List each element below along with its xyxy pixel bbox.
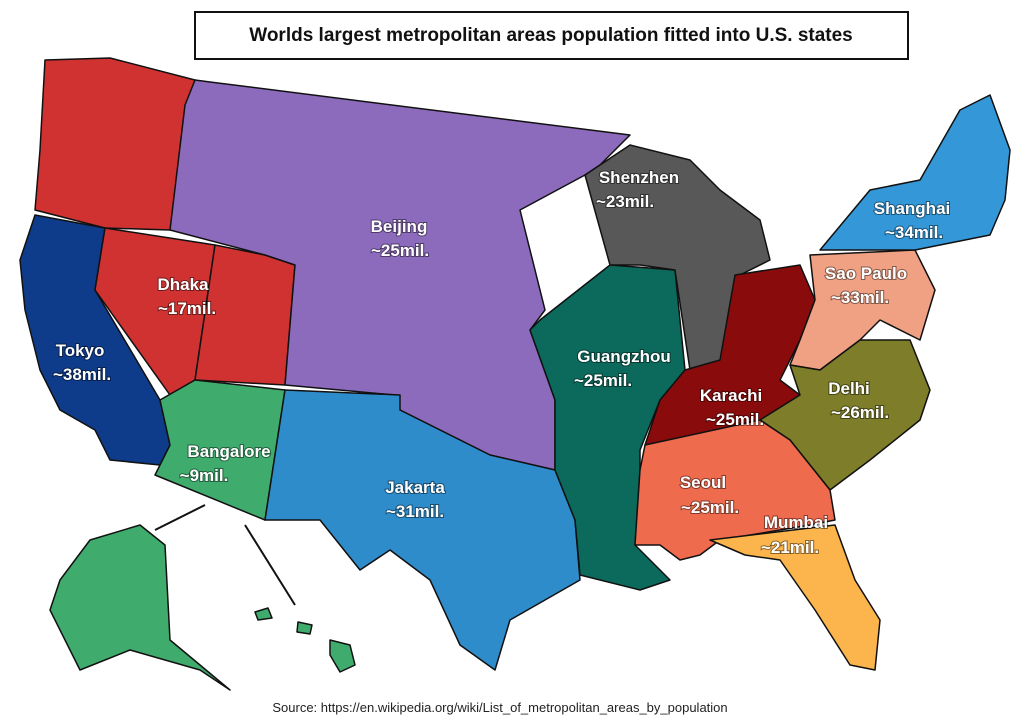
city-label: Shanghai [874, 199, 951, 218]
city-label: Dhaka [157, 275, 209, 294]
population-label: ~34mil. [885, 223, 943, 242]
population-label: ~38mil. [53, 365, 111, 384]
city-label: Beijing [371, 217, 428, 236]
region-shape [296, 621, 313, 635]
title-box [194, 11, 909, 60]
region-shape [759, 339, 931, 491]
city-label: Jakarta [385, 478, 445, 497]
title: Worlds largest metropolitan areas popula… [249, 25, 853, 46]
regions [19, 57, 1011, 691]
city-label: Sao Paulo [825, 264, 907, 283]
population-label: ~9mil. [180, 466, 229, 485]
city-label: Seoul [680, 473, 726, 492]
region-shape [34, 57, 196, 231]
inset-line [244, 524, 296, 606]
city-label: Delhi [828, 379, 870, 398]
population-label: ~25mil. [574, 371, 632, 390]
population-label: ~26mil. [831, 403, 889, 422]
region-shape [329, 639, 356, 673]
region-shape [254, 607, 273, 621]
city-label: Mumbai [764, 513, 828, 532]
city-label: Karachi [700, 386, 762, 405]
city-label: Bangalore [187, 442, 270, 461]
city-label: Guangzhou [577, 347, 670, 366]
population-label: ~25mil. [706, 410, 764, 429]
city-label: Shenzhen [599, 168, 679, 187]
population-label: ~21mil. [761, 538, 819, 557]
region-shape [709, 524, 881, 671]
population-label: ~25mil. [371, 241, 429, 260]
population-label: ~25mil. [681, 498, 739, 517]
population-label: ~31mil. [386, 502, 444, 521]
population-label: ~33mil. [831, 288, 889, 307]
source: Source: https://en.wikipedia.org/wiki/Li… [272, 700, 727, 715]
population-label: ~17mil. [158, 299, 216, 318]
labels: Tokyo ~38mil. Dhaka ~17mil. Bangalore ~9… [52, 167, 951, 558]
region-shape [264, 389, 581, 671]
region-shape [49, 524, 231, 691]
region-shape [819, 94, 1011, 251]
city-label: Tokyo [56, 341, 105, 360]
population-label: ~23mil. [596, 192, 654, 211]
inset-line [154, 504, 206, 531]
region-shape [529, 264, 686, 591]
